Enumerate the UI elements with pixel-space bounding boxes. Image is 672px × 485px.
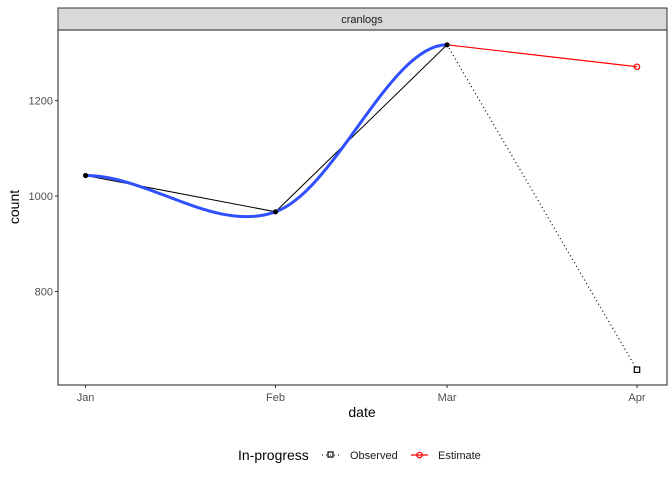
legend-observed-label: Observed bbox=[350, 450, 398, 462]
y-tick-label: 800 bbox=[35, 286, 53, 298]
facet-label: cranlogs bbox=[341, 14, 383, 26]
data-point bbox=[444, 42, 450, 48]
x-tick-label: Jan bbox=[77, 392, 95, 404]
y-tick-label: 1000 bbox=[29, 191, 53, 203]
y-axis-title: count bbox=[6, 190, 22, 224]
data-point bbox=[82, 172, 89, 179]
legend: In-progress Observed Estimate bbox=[238, 447, 481, 463]
observed-series-line bbox=[446, 44, 638, 371]
x-tick-label: Mar bbox=[438, 392, 457, 404]
legend-estimate-marker bbox=[416, 451, 423, 459]
legend-observed-marker bbox=[327, 451, 334, 458]
estimate-point bbox=[633, 63, 641, 71]
estimate-series-line bbox=[446, 44, 638, 68]
legend-estimate-label: Estimate bbox=[438, 450, 481, 462]
x-tick-label: Feb bbox=[266, 392, 285, 404]
observed-point bbox=[633, 366, 641, 374]
data-point bbox=[272, 209, 279, 215]
x-tick-label: Apr bbox=[628, 392, 645, 404]
y-tick-label: 1200 bbox=[29, 96, 53, 108]
legend-title: In-progress bbox=[238, 447, 309, 463]
plot-panel bbox=[57, 29, 668, 386]
x-axis-title: date bbox=[348, 404, 375, 420]
